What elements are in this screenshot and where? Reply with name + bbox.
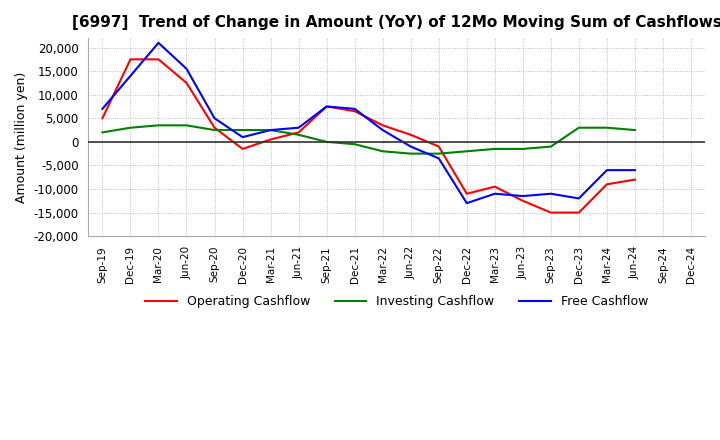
- Operating Cashflow: [210, 125, 219, 130]
- Free Cashflow: [238, 135, 247, 140]
- Operating Cashflow: [154, 57, 163, 62]
- Operating Cashflow: [182, 80, 191, 85]
- Operating Cashflow: [294, 130, 303, 135]
- Investing Cashflow: [406, 151, 415, 156]
- Operating Cashflow: [379, 123, 387, 128]
- Operating Cashflow: [546, 210, 555, 215]
- Operating Cashflow: [434, 144, 443, 149]
- Investing Cashflow: [98, 130, 107, 135]
- Legend: Operating Cashflow, Investing Cashflow, Free Cashflow: Operating Cashflow, Investing Cashflow, …: [140, 290, 653, 313]
- Free Cashflow: [518, 194, 527, 199]
- Investing Cashflow: [351, 142, 359, 147]
- Operating Cashflow: [266, 137, 275, 142]
- Operating Cashflow: [238, 146, 247, 151]
- Investing Cashflow: [434, 151, 443, 156]
- Investing Cashflow: [126, 125, 135, 130]
- Operating Cashflow: [462, 191, 471, 196]
- Investing Cashflow: [490, 146, 499, 151]
- Operating Cashflow: [518, 198, 527, 203]
- Investing Cashflow: [546, 144, 555, 149]
- Investing Cashflow: [603, 125, 611, 130]
- Investing Cashflow: [323, 139, 331, 144]
- Investing Cashflow: [210, 128, 219, 133]
- Free Cashflow: [294, 125, 303, 130]
- Operating Cashflow: [351, 109, 359, 114]
- Operating Cashflow: [490, 184, 499, 189]
- Investing Cashflow: [631, 128, 639, 133]
- Title: [6997]  Trend of Change in Amount (YoY) of 12Mo Moving Sum of Cashflows: [6997] Trend of Change in Amount (YoY) o…: [72, 15, 720, 30]
- Operating Cashflow: [631, 177, 639, 182]
- Operating Cashflow: [575, 210, 583, 215]
- Investing Cashflow: [266, 128, 275, 133]
- Investing Cashflow: [379, 149, 387, 154]
- Free Cashflow: [154, 40, 163, 45]
- Line: Operating Cashflow: Operating Cashflow: [102, 59, 635, 213]
- Free Cashflow: [266, 128, 275, 133]
- Free Cashflow: [182, 66, 191, 71]
- Free Cashflow: [490, 191, 499, 196]
- Operating Cashflow: [98, 116, 107, 121]
- Free Cashflow: [323, 104, 331, 109]
- Operating Cashflow: [126, 57, 135, 62]
- Investing Cashflow: [294, 132, 303, 137]
- Free Cashflow: [351, 106, 359, 111]
- Investing Cashflow: [575, 125, 583, 130]
- Investing Cashflow: [154, 123, 163, 128]
- Line: Free Cashflow: Free Cashflow: [102, 43, 635, 203]
- Operating Cashflow: [323, 104, 331, 109]
- Free Cashflow: [98, 106, 107, 111]
- Free Cashflow: [603, 168, 611, 173]
- Investing Cashflow: [518, 146, 527, 151]
- Free Cashflow: [210, 116, 219, 121]
- Investing Cashflow: [182, 123, 191, 128]
- Free Cashflow: [462, 201, 471, 206]
- Free Cashflow: [379, 128, 387, 133]
- Free Cashflow: [546, 191, 555, 196]
- Operating Cashflow: [406, 132, 415, 137]
- Line: Investing Cashflow: Investing Cashflow: [102, 125, 635, 154]
- Free Cashflow: [631, 168, 639, 173]
- Investing Cashflow: [462, 149, 471, 154]
- Free Cashflow: [575, 196, 583, 201]
- Free Cashflow: [126, 73, 135, 78]
- Operating Cashflow: [603, 182, 611, 187]
- Free Cashflow: [406, 144, 415, 149]
- Investing Cashflow: [238, 128, 247, 133]
- Free Cashflow: [434, 156, 443, 161]
- Y-axis label: Amount (million yen): Amount (million yen): [15, 72, 28, 203]
